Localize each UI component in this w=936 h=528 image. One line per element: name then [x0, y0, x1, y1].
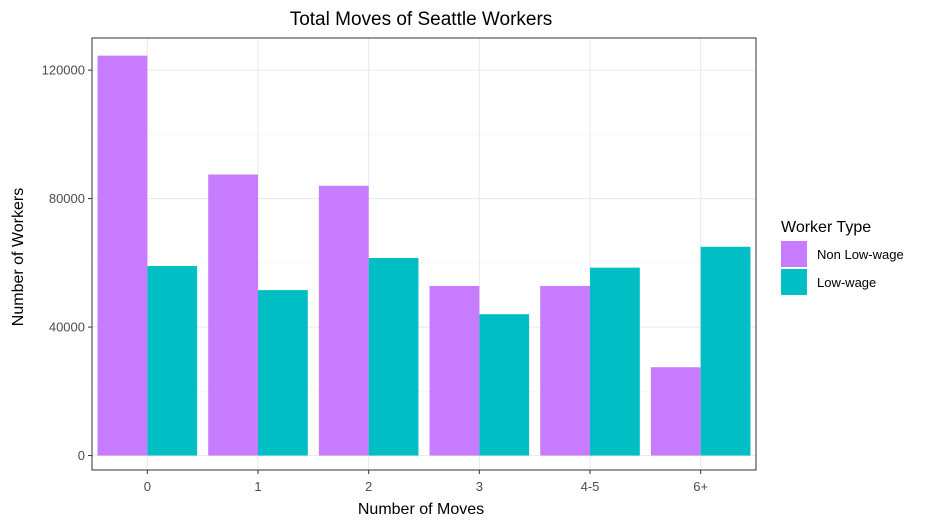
- legend-label: Non Low-wage: [817, 247, 904, 262]
- legend-key: [781, 241, 807, 267]
- y-tick-label: 0: [78, 448, 85, 463]
- bar: [590, 267, 640, 456]
- bar: [147, 266, 198, 456]
- bar: [208, 174, 258, 456]
- legend-key: [781, 269, 807, 295]
- y-tick-label: 120000: [42, 63, 85, 78]
- chart-title: Total Moves of Seattle Workers: [290, 9, 553, 30]
- bar: [540, 285, 590, 456]
- bar: [479, 314, 530, 456]
- x-tick-label: 2: [365, 479, 372, 494]
- x-tick-label: 0: [144, 479, 151, 494]
- bar: [258, 290, 308, 456]
- bar: [97, 55, 148, 456]
- bar: [318, 185, 369, 456]
- y-axis: 0 40000 80000 120000: [42, 63, 92, 463]
- legend-title: Worker Type: [781, 219, 871, 236]
- legend-label: Low-wage: [817, 275, 876, 290]
- y-tick-label: 40000: [49, 320, 85, 335]
- y-tick-label: 80000: [49, 191, 85, 206]
- x-axis-title: Number of Moves: [358, 501, 484, 518]
- bar: [650, 367, 701, 456]
- x-tick-label: 1: [254, 479, 261, 494]
- y-axis-title: Number of Workers: [10, 188, 27, 326]
- legend: Worker Type Non Low-wage Low-wage: [781, 219, 904, 295]
- x-tick-label: 4-5: [581, 479, 600, 494]
- bar: [700, 246, 751, 456]
- x-axis: 0 1 2 3 4-5 6+: [144, 470, 708, 494]
- bar: [368, 258, 419, 456]
- panel-border: [91, 37, 757, 471]
- x-tick-label: 6+: [693, 479, 708, 494]
- bar: [429, 285, 480, 456]
- x-tick-label: 3: [476, 479, 483, 494]
- bars: [97, 55, 751, 456]
